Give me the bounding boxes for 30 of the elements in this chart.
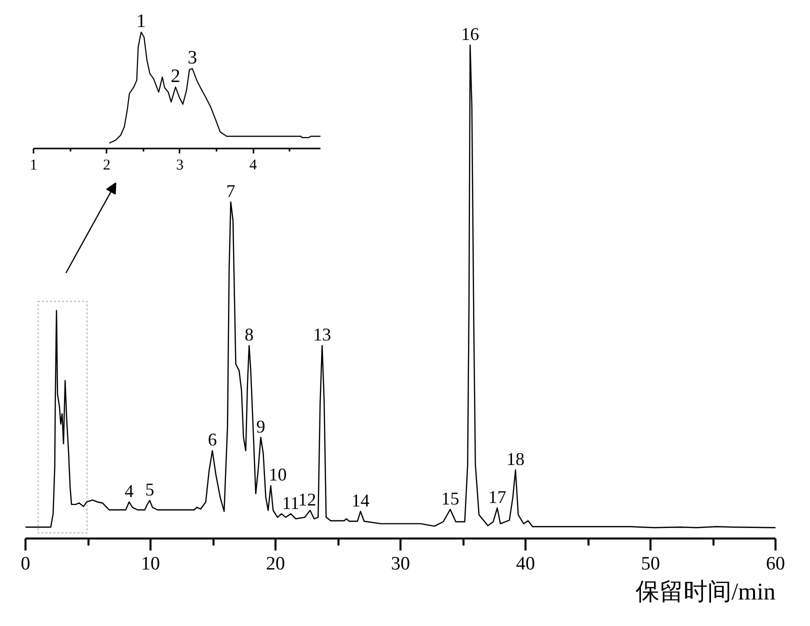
annotation: 15 <box>441 488 460 508</box>
annotation: 4 <box>124 480 134 501</box>
annotation: 17 <box>488 486 506 507</box>
annotation: 7 <box>226 181 236 202</box>
annotation: 1 <box>136 11 146 32</box>
x-tick-label: 4 <box>249 158 258 174</box>
annotation: 8 <box>244 324 254 345</box>
annotation: 14 <box>352 490 370 510</box>
x-tick-label: 40 <box>516 554 535 574</box>
x-tick-label: 50 <box>641 554 660 574</box>
annotation: 5 <box>145 480 154 500</box>
annotation: 16 <box>461 24 480 44</box>
x-tick-label: 3 <box>176 158 184 174</box>
x-tick-label: 20 <box>266 554 285 574</box>
annotation: 11 <box>282 492 300 513</box>
x-tick-label: 0 <box>20 554 30 574</box>
x-axis-title: 保留时间/min <box>635 580 776 606</box>
annotation: 6 <box>208 430 217 450</box>
x-tick-label: 10 <box>141 554 160 574</box>
annotation: 3 <box>188 48 198 69</box>
x-tick-label: 2 <box>102 158 110 174</box>
annotation: 18 <box>506 448 524 469</box>
annotation: 12 <box>298 489 316 510</box>
x-tick-label: 1 <box>30 158 38 174</box>
annotation: 9 <box>256 416 266 436</box>
x-tick-label: 60 <box>766 554 785 574</box>
annotation: 2 <box>170 66 180 88</box>
x-tick-label: 30 <box>391 554 410 574</box>
annotation: 10 <box>268 464 287 485</box>
annotation: 13 <box>313 324 332 345</box>
